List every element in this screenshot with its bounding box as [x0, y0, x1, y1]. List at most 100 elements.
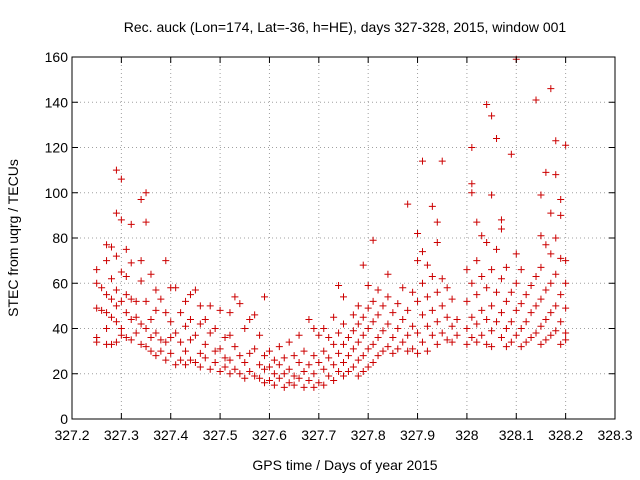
data-point [167, 334, 175, 342]
data-point [325, 354, 333, 362]
data-point [344, 367, 352, 375]
data-point [507, 150, 515, 158]
data-point [186, 356, 194, 364]
data-point [256, 331, 264, 339]
data-point [315, 331, 323, 339]
data-point [379, 302, 387, 310]
data-point [103, 291, 111, 299]
data-point [236, 370, 244, 378]
data-point [142, 325, 150, 332]
data-point [493, 134, 501, 142]
data-point [423, 347, 431, 355]
data-point [493, 245, 501, 253]
data-point [167, 349, 175, 357]
data-point [349, 311, 357, 319]
data-point [389, 334, 397, 342]
data-point [364, 282, 372, 290]
data-point [191, 286, 199, 294]
data-point [186, 291, 194, 299]
data-point [196, 320, 204, 328]
data-point [547, 209, 555, 217]
data-point [359, 313, 367, 321]
data-point [414, 329, 422, 337]
data-point [196, 302, 204, 310]
data-point [206, 329, 214, 337]
data-point [562, 257, 570, 265]
data-point [552, 302, 560, 310]
data-point [557, 254, 565, 262]
data-point [310, 370, 318, 378]
data-point [196, 349, 204, 357]
data-point [369, 340, 377, 348]
data-point [251, 345, 259, 353]
data-point [231, 365, 239, 373]
data-point [428, 306, 436, 314]
data-point [552, 270, 560, 278]
data-point [344, 352, 352, 360]
data-point [438, 329, 446, 337]
data-point [147, 347, 155, 355]
data-point [186, 336, 194, 344]
data-point [502, 297, 510, 305]
x-axis-label: GPS time / Days of year 2015 [252, 457, 437, 473]
data-point [547, 331, 555, 339]
data-point [562, 304, 570, 312]
x-tick-label: 328.3 [597, 427, 632, 443]
data-point [127, 259, 135, 267]
data-point [557, 340, 565, 348]
data-point [438, 275, 446, 283]
data-point [186, 315, 194, 323]
data-point [404, 200, 412, 208]
data-point [127, 315, 135, 323]
data-point [399, 338, 407, 346]
data-point [182, 347, 190, 355]
data-point [384, 270, 392, 278]
data-point [226, 309, 234, 317]
data-point [532, 96, 540, 104]
x-tick-labels: 327.2 327.3 327.4 327.5 327.6 327.7 327.8 327.9… [54, 427, 632, 443]
data-point [236, 300, 244, 308]
x-tick-label: 327.7 [301, 427, 336, 443]
data-point [562, 336, 570, 344]
data-point [433, 218, 441, 226]
data-point [468, 144, 476, 151]
data-point [340, 293, 347, 301]
data-point [112, 318, 120, 326]
data-point [557, 211, 565, 219]
data-point [265, 347, 273, 355]
data-point [93, 338, 101, 346]
data-point [463, 340, 471, 348]
data-point [132, 329, 140, 337]
data-point [270, 370, 278, 378]
data-point [488, 191, 496, 199]
data-point [117, 268, 125, 276]
data-point [152, 306, 160, 314]
data-point [335, 282, 343, 290]
data-point [507, 338, 515, 346]
data-point [182, 361, 190, 369]
data-point [433, 239, 441, 247]
data-point [93, 266, 101, 274]
data-point [295, 331, 303, 339]
data-point [389, 349, 397, 357]
data-point [502, 343, 510, 351]
data-point [522, 318, 530, 326]
data-point [404, 347, 412, 355]
data-point [557, 291, 565, 299]
data-point [463, 325, 471, 332]
data-point [428, 331, 436, 339]
data-point [162, 309, 170, 317]
data-point [354, 320, 362, 328]
data-point [552, 137, 560, 145]
data-point [537, 340, 545, 348]
data-point [340, 320, 347, 328]
data-point [364, 304, 372, 312]
data-point [527, 282, 535, 290]
data-point [542, 168, 550, 176]
data-point [468, 313, 476, 321]
data-point [216, 345, 224, 353]
data-point [335, 367, 343, 375]
data-point [167, 318, 175, 326]
data-point [468, 279, 476, 287]
data-point [443, 284, 451, 292]
